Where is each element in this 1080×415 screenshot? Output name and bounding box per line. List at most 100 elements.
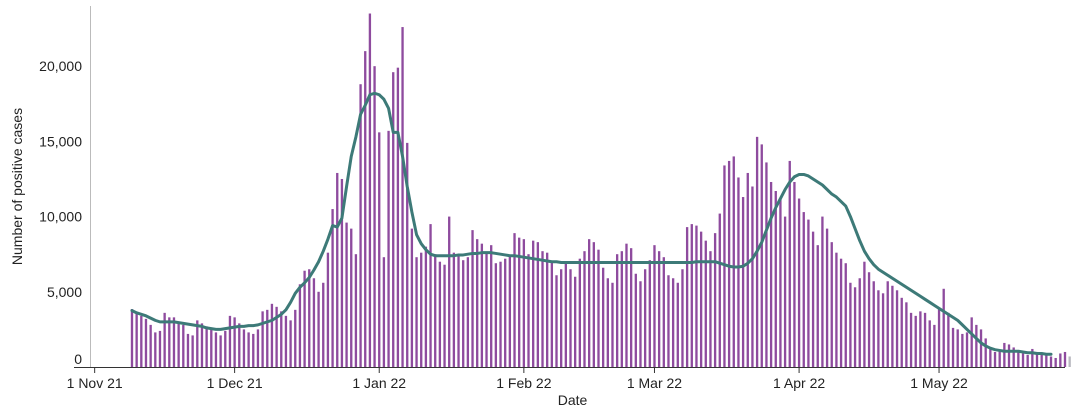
bar bbox=[662, 257, 665, 367]
bar bbox=[1007, 344, 1011, 367]
bar bbox=[643, 269, 647, 367]
bar bbox=[322, 282, 325, 367]
bar bbox=[574, 276, 577, 367]
bar bbox=[783, 216, 787, 367]
bar bbox=[867, 272, 871, 367]
y-tick-label: 20,000 bbox=[39, 58, 82, 74]
bar bbox=[527, 254, 530, 367]
bar bbox=[667, 275, 670, 367]
bar bbox=[835, 252, 838, 367]
bar bbox=[671, 278, 675, 367]
x-axis-title: Date bbox=[558, 392, 588, 408]
bar bbox=[1045, 354, 1048, 367]
bar bbox=[219, 335, 222, 367]
bar bbox=[420, 252, 423, 367]
bar bbox=[741, 197, 745, 367]
bar bbox=[634, 273, 637, 367]
bar bbox=[476, 239, 479, 367]
bar bbox=[1031, 348, 1034, 367]
bar bbox=[429, 224, 432, 367]
bar bbox=[536, 242, 540, 367]
bar bbox=[415, 257, 418, 367]
bar bbox=[298, 284, 302, 367]
bar bbox=[788, 160, 791, 367]
bar bbox=[1017, 351, 1020, 367]
bar bbox=[588, 239, 591, 367]
bar bbox=[266, 309, 269, 367]
bar bbox=[224, 330, 227, 367]
bar bbox=[718, 213, 721, 367]
bar bbox=[504, 258, 507, 367]
bar bbox=[275, 306, 278, 367]
bar bbox=[396, 67, 400, 368]
bar bbox=[685, 227, 689, 367]
bar bbox=[923, 312, 927, 367]
bar bbox=[807, 219, 810, 367]
y-tick-label: 15,000 bbox=[39, 133, 82, 149]
bar bbox=[480, 243, 484, 367]
bar bbox=[364, 51, 367, 368]
y-tick-label: 5,000 bbox=[47, 284, 82, 300]
bar bbox=[331, 209, 334, 367]
bar bbox=[560, 269, 563, 367]
x-tick-label: 1 Dec 21 bbox=[207, 375, 263, 391]
bar bbox=[308, 269, 311, 367]
bar bbox=[727, 160, 731, 367]
bar bbox=[233, 317, 236, 367]
bar bbox=[653, 245, 656, 367]
bar bbox=[681, 269, 684, 367]
bar bbox=[793, 181, 796, 367]
bar bbox=[154, 332, 157, 367]
bar bbox=[1063, 351, 1067, 367]
bar bbox=[546, 252, 549, 367]
bar bbox=[779, 198, 782, 367]
bar bbox=[242, 329, 246, 367]
bar bbox=[569, 269, 572, 367]
bar bbox=[816, 245, 819, 367]
bar bbox=[247, 332, 250, 367]
bar bbox=[485, 252, 488, 367]
bar bbox=[1049, 356, 1053, 367]
bar bbox=[1026, 354, 1029, 367]
bar bbox=[359, 84, 362, 367]
bar bbox=[354, 254, 358, 367]
bar bbox=[172, 317, 176, 367]
bar bbox=[1021, 353, 1025, 367]
bar bbox=[942, 288, 945, 367]
bar bbox=[382, 257, 386, 367]
x-tick-label: 1 Nov 21 bbox=[67, 375, 123, 391]
x-axis-ticks: 1 Nov 21 1 Dec 21 1 Jan 22 1 Feb 22 1 Mar 22… bbox=[67, 367, 968, 391]
bar bbox=[228, 315, 232, 367]
bar bbox=[909, 312, 913, 367]
bar bbox=[863, 261, 866, 367]
bar bbox=[872, 281, 875, 367]
bar bbox=[490, 245, 493, 367]
bar bbox=[849, 282, 852, 367]
bar bbox=[825, 228, 829, 367]
bar bbox=[158, 330, 162, 367]
bar bbox=[853, 287, 857, 367]
bar bbox=[205, 326, 208, 367]
bar bbox=[368, 13, 372, 368]
y-tick-label: 0 bbox=[74, 351, 82, 367]
bar bbox=[466, 257, 470, 367]
bar bbox=[280, 311, 283, 367]
bar bbox=[452, 252, 456, 367]
bar bbox=[751, 186, 754, 367]
bar bbox=[704, 240, 707, 367]
bar bbox=[238, 323, 241, 367]
bar bbox=[471, 230, 474, 367]
bar bbox=[937, 308, 941, 367]
bar bbox=[438, 261, 442, 367]
bar bbox=[1059, 353, 1062, 367]
bar bbox=[508, 255, 512, 367]
bar bbox=[401, 27, 404, 368]
bar bbox=[270, 303, 274, 367]
bar bbox=[182, 324, 185, 367]
x-tick-label: 1 Apr 22 bbox=[773, 375, 825, 391]
bar bbox=[620, 251, 623, 367]
bar bbox=[462, 260, 465, 367]
bar bbox=[144, 318, 148, 367]
bar-series bbox=[130, 13, 1071, 368]
x-tick-label: 1 May 22 bbox=[910, 375, 968, 391]
